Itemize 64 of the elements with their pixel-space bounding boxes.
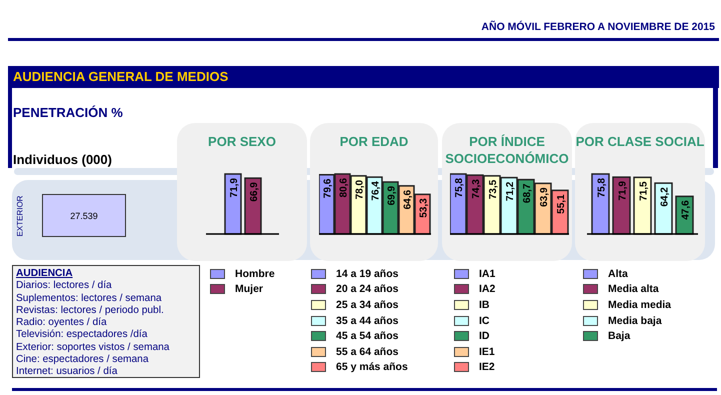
chart-title: POR ÍNDICE SOCIOECONÓMICO <box>444 133 570 167</box>
data-label: 74,3 <box>471 178 482 199</box>
legend-label: Hombre <box>235 268 275 280</box>
legend-label: IA2 <box>479 283 496 296</box>
legend-label: 35 a 44 años <box>336 314 398 327</box>
legend-label: 55 a 64 años <box>336 346 398 358</box>
box: 27.539 <box>42 194 126 237</box>
legend-label: Media alta <box>608 283 659 296</box>
legend-label: 20 a 24 años <box>336 283 398 296</box>
text: EXTERIOR <box>16 196 24 236</box>
data-label: 64,6 <box>402 189 414 210</box>
data-label: 71,9 <box>618 180 628 201</box>
legend-label: 14 a 19 años <box>336 268 398 280</box>
legend-label: Media media <box>608 298 672 311</box>
chart-title: POR SEXO <box>207 133 277 150</box>
text: Diarios: lectores / día <box>16 280 113 293</box>
text: Cine: espectadores / semana <box>16 354 150 366</box>
text: Internet: usuarios / día <box>16 366 118 379</box>
data-label: 71,5 <box>638 180 650 201</box>
legend-label: ID <box>479 330 490 342</box>
legend-label: Alta <box>608 268 628 280</box>
chart-title: POR EDAD <box>338 133 410 150</box>
data-label: 80,6 <box>338 178 350 198</box>
text: PENETRACIÓN % <box>13 105 123 120</box>
data-label: 75,8 <box>596 178 608 198</box>
legend-label: IE1 <box>479 346 495 358</box>
data-label: 75,8 <box>454 178 465 198</box>
text: Individuos (000) <box>13 152 112 167</box>
data-label: 78,0 <box>354 180 366 200</box>
data-label: 76,4 <box>370 180 382 201</box>
chart-title: POR CLASE SOCIAL <box>575 133 705 150</box>
data-label: 73,5 <box>488 179 499 200</box>
text: AUDIENCIA <box>16 268 74 280</box>
data-label: 53,3 <box>418 198 430 218</box>
data-label: 66,9 <box>249 182 260 202</box>
data-label: 68,7 <box>522 183 533 204</box>
legend-label: Baja <box>608 330 630 342</box>
data-label: 69,9 <box>386 186 398 206</box>
legend-label: IE2 <box>479 361 495 374</box>
legend-label: IB <box>479 298 490 311</box>
legend-label: 45 a 54 años <box>336 330 398 342</box>
text: Suplementos: lectores / semana <box>16 292 163 305</box>
legend-label: Media baja <box>608 314 662 327</box>
legend-label: Mujer <box>235 283 264 296</box>
text: Radio: oyentes / día <box>16 317 108 330</box>
data-label: 47,6 <box>680 200 692 220</box>
text: Revistas: lectores / periodo publ. <box>16 304 165 318</box>
legend-label: IC <box>479 314 490 327</box>
data-label: 63,9 <box>539 186 550 207</box>
data-label: 71,2 <box>505 181 516 202</box>
legend-label: IA1 <box>479 268 496 280</box>
legend-label: 65 y más años <box>336 361 408 374</box>
data-label: 79,6 <box>322 178 334 198</box>
data-label: 64,2 <box>660 186 670 207</box>
bar <box>612 176 631 235</box>
legend-label: 25 a 34 años <box>336 298 398 311</box>
data-label: 55,1 <box>556 194 567 214</box>
text: Exterior: soportes vistos / semana <box>16 342 170 354</box>
data-label: 71,9 <box>229 178 240 198</box>
text: AUDIENCIA GENERAL DE MEDIOS <box>13 69 228 84</box>
bar <box>591 173 610 235</box>
text: AÑO MÓVIL FEBRERO A NOVIEMBRE DE 2015 <box>481 21 715 33</box>
bar <box>633 176 652 235</box>
text: Televisión: espectadores /día <box>16 329 148 342</box>
